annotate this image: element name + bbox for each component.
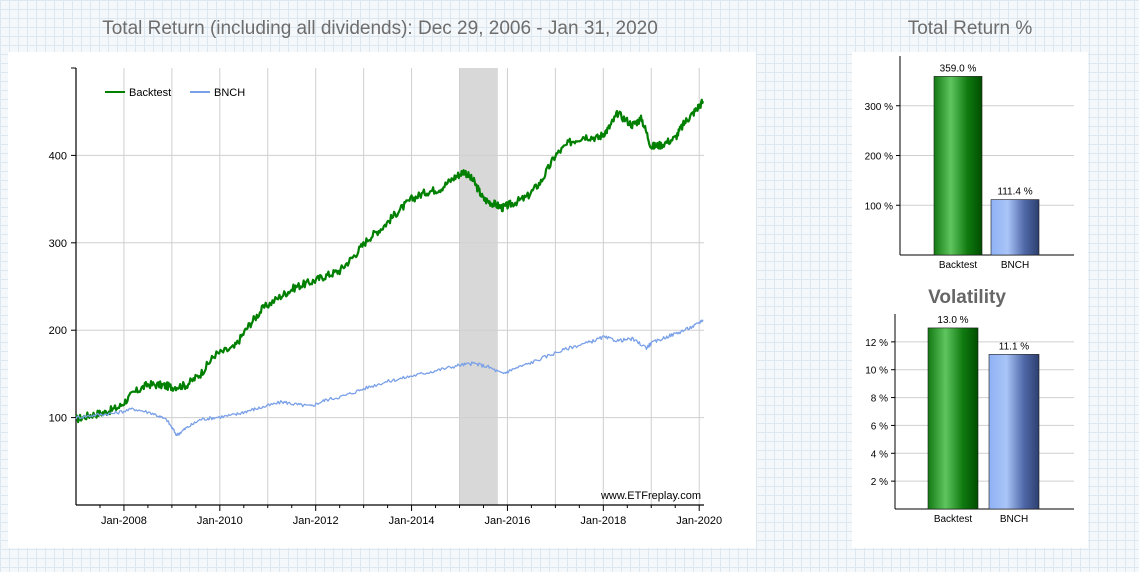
legend-bnch-label: BNCH (214, 87, 245, 99)
backtest-bar (927, 327, 979, 510)
y-tick-label: 200 (49, 325, 67, 337)
y-tick-label: 300 (49, 238, 67, 250)
x-tick-label: Jan-2018 (580, 515, 626, 527)
total-return-line-chart: 100 200 300 400 Jan-2008 Jan-2010 Jan-2012 Jan-… (49, 67, 722, 527)
watermark: www.ETFreplay.com (600, 490, 701, 502)
bar-value-label: 359.0 % (940, 63, 977, 74)
x-tick-label: Jan-2016 (485, 515, 531, 527)
y-tick-label: 100 (49, 413, 67, 425)
y-tick-label: 8 % (871, 394, 888, 405)
main-chart-panel: 100 200 300 400 Jan-2008 Jan-2010 Jan-2012 Jan-… (8, 52, 756, 548)
bar-value-label: 11.1 % (999, 341, 1029, 352)
bar-value-label: 111.4 % (997, 187, 1032, 198)
y-tick-label: 6 % (871, 421, 888, 432)
bar-value-label: 13.0 % (937, 315, 968, 326)
x-tick-label: Jan-2014 (389, 515, 435, 527)
x-tick-label: Jan-2008 (101, 515, 147, 527)
x-tick-label: BNCH (1001, 260, 1029, 271)
y-tick-label: 4 % (871, 449, 888, 460)
y-tick-label: 10 % (865, 366, 888, 377)
highlight-region (459, 68, 498, 505)
x-tick-label: Jan-2010 (197, 515, 243, 527)
volatility-title: Volatility (928, 287, 1006, 308)
x-tick-label: Backtest (939, 260, 978, 271)
y-tick-label: 300 % (865, 102, 893, 113)
x-tick-label: Backtest (934, 514, 973, 525)
bnch-bar (988, 354, 1040, 510)
main-chart-title: Total Return (including all dividends): … (102, 18, 658, 39)
x-tick-label: Jan-2020 (676, 515, 722, 527)
y-tick-label: 100 % (865, 201, 893, 212)
side-bar-charts: 100 % 200 % 300 % 359.0 % Backtest 111.4 % BNC… (865, 56, 1074, 525)
y-tick-label: 2 % (871, 477, 888, 488)
side-chart-panel: 100 % 200 % 300 % 359.0 % Backtest 111.4 % BNC… (852, 52, 1088, 548)
total-return-title: Total Return % (907, 18, 1033, 39)
x-tick-label: BNCH (1000, 514, 1028, 525)
backtest-line (75, 98, 705, 424)
bnch-line (75, 319, 704, 436)
backtest-bar (933, 76, 983, 256)
legend-backtest-label: Backtest (129, 87, 171, 99)
x-tick-label: Jan-2012 (293, 515, 339, 527)
y-tick-label: 200 % (865, 152, 893, 163)
bnch-bar (990, 199, 1040, 256)
y-tick-label: 12 % (865, 338, 888, 349)
y-tick-label: 400 (49, 150, 67, 162)
